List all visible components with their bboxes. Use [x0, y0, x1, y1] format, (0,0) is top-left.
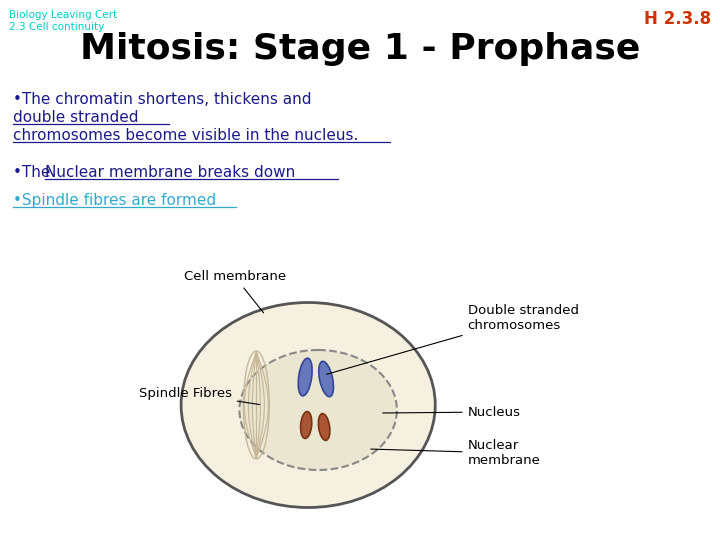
- Ellipse shape: [300, 411, 312, 438]
- Text: double stranded: double stranded: [13, 110, 139, 125]
- Text: •Spindle fibres are formed: •Spindle fibres are formed: [13, 193, 216, 208]
- Text: •The: •The: [13, 165, 55, 180]
- Ellipse shape: [318, 414, 330, 441]
- Text: Double stranded
chromosomes: Double stranded chromosomes: [327, 304, 579, 374]
- Text: 2.3 Cell continuity: 2.3 Cell continuity: [9, 22, 104, 32]
- Text: Nuclear
membrane: Nuclear membrane: [371, 439, 541, 467]
- Text: H 2.3.8: H 2.3.8: [644, 10, 711, 28]
- Text: Nuclear membrane breaks down: Nuclear membrane breaks down: [45, 165, 295, 180]
- Ellipse shape: [239, 350, 397, 470]
- Text: Spindle Fibres: Spindle Fibres: [139, 387, 260, 404]
- Text: Nucleus: Nucleus: [383, 406, 521, 419]
- Text: chromosomes become visible in the nucleus.: chromosomes become visible in the nucleu…: [13, 128, 359, 143]
- Text: •The chromatin shortens, thickens and: •The chromatin shortens, thickens and: [13, 92, 312, 107]
- Ellipse shape: [181, 302, 436, 508]
- Text: Cell membrane: Cell membrane: [184, 270, 286, 313]
- Text: Mitosis: Stage 1 - Prophase: Mitosis: Stage 1 - Prophase: [80, 32, 640, 66]
- Ellipse shape: [298, 358, 312, 396]
- Text: Biology Leaving Cert: Biology Leaving Cert: [9, 10, 117, 20]
- Ellipse shape: [319, 361, 333, 397]
